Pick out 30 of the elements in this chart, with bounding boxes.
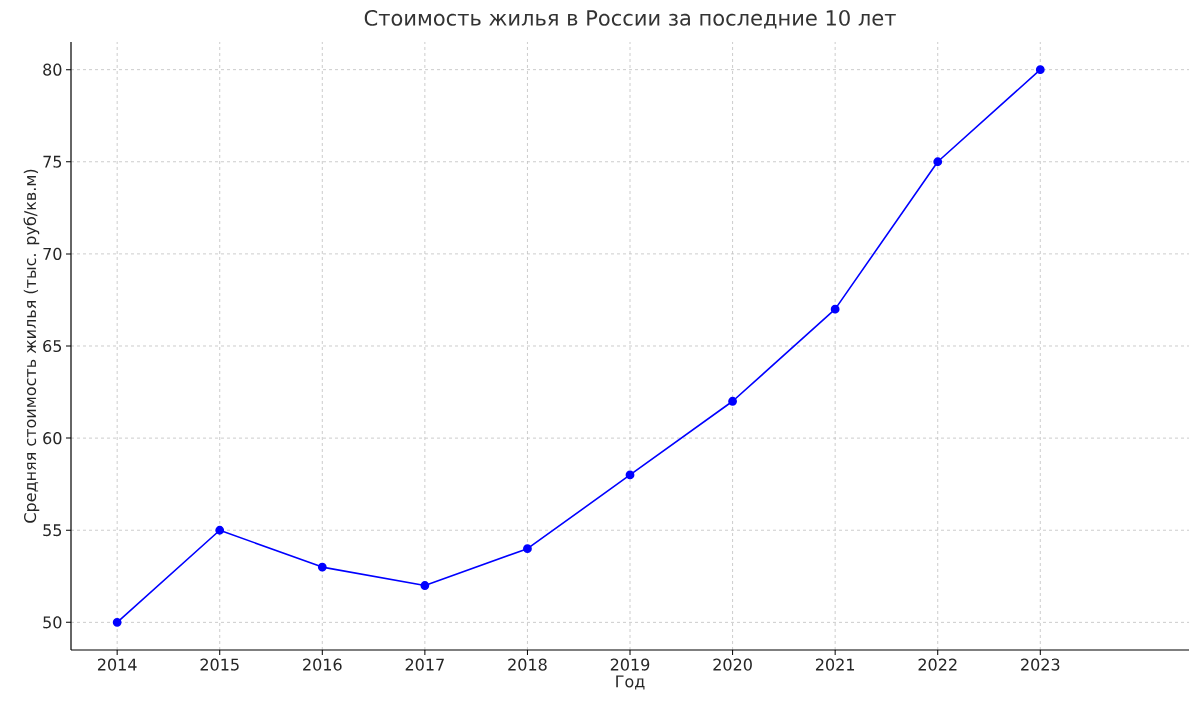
point [523, 544, 532, 554]
point [830, 304, 840, 314]
x-tick-label: 2018 [508, 658, 547, 671]
x-tick-label: 2015 [200, 658, 239, 671]
x-tick-label: 2020 [713, 658, 752, 671]
point [933, 157, 943, 167]
y-axis-title: Средняя стоимость жилья (тыс. руб/кв.м) [23, 169, 40, 523]
point [420, 581, 430, 590]
x-axis-title: Год [616, 675, 645, 690]
y-tick-label: 60 [43, 432, 62, 445]
x-tick-label: 2017 [405, 658, 444, 671]
y-tick-label: 55 [43, 524, 62, 537]
point [112, 617, 122, 627]
x-tick-label: 2022 [918, 658, 957, 671]
x-tick-label: 2019 [610, 658, 650, 671]
point [728, 396, 737, 406]
y-tick-label: 65 [43, 339, 62, 353]
x-tick-label: 2023 [1021, 658, 1060, 671]
y-tick-label: 50 [43, 616, 62, 629]
y-tick-label: 70 [43, 247, 62, 260]
point [625, 470, 635, 480]
chart-title: Стоимость жилья в России за последние 10 лет [364, 9, 896, 29]
y-tick-label: 80 [43, 63, 62, 76]
point [317, 562, 327, 572]
point [1035, 65, 1045, 75]
point [215, 525, 225, 535]
y-tick-label: 75 [43, 155, 62, 168]
x-tick-label: 2021 [815, 658, 855, 671]
x-tick-label: 2016 [303, 658, 342, 671]
x-tick-label: 2014 [97, 658, 137, 671]
